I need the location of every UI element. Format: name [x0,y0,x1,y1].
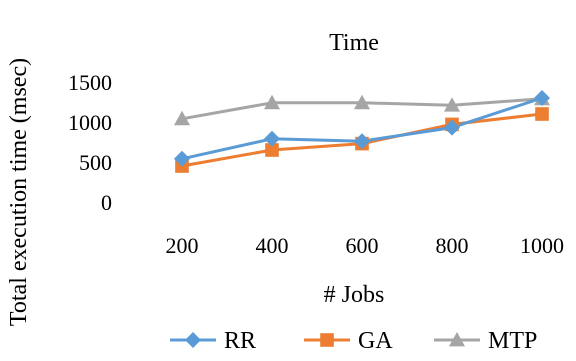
legend-label: RR [224,328,256,354]
legend-marker [320,333,334,347]
legend-item-ga: GA [304,328,393,354]
y-tick-label: 500 [79,150,112,175]
x-tick-label: 600 [346,233,379,258]
data-point-ga [535,107,549,121]
x-tick-label: 400 [256,233,289,258]
data-point-rr [354,133,370,150]
data-point-mtp [174,110,190,126]
legend-label: MTP [488,328,537,354]
data-point-mtp [354,94,370,110]
data-point-mtp [444,97,460,112]
legend-label: GA [358,328,393,354]
x-tick-label: 1000 [520,233,564,258]
series-markers [174,90,550,173]
data-point-rr [534,90,550,106]
data-point-rr [264,130,280,147]
x-tick-labels: 200 400 600 800 1000 [166,233,565,258]
data-point-rr [174,150,190,167]
y-tick-label: 1000 [68,110,112,135]
y-tick-label: 1500 [68,70,112,95]
legend-marker [185,332,201,348]
y-tick-label: 0 [101,190,112,215]
y-axis-label: Total execution time (msec) [6,58,32,326]
y-tick-labels: 0 500 1000 1500 [68,70,112,215]
legend-item-mtp: MTP [434,328,537,354]
x-axis-label: # Jobs [324,282,385,308]
legend-item-rr: RR [170,328,256,354]
x-tick-label: 800 [436,233,469,258]
legend-marker [449,332,465,347]
data-point-mtp [264,94,280,110]
x-tick-label: 200 [166,233,199,258]
legend: RR GA MTP [170,328,537,354]
data-point-rr [444,119,460,136]
chart-title: Time [329,30,379,56]
data-point-ga [265,143,279,157]
